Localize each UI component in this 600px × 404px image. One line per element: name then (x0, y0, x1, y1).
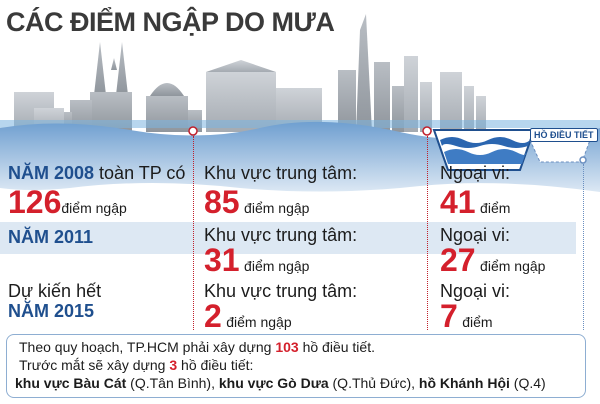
row-2008-heading: NĂM 2008 toàn TP có (8, 163, 185, 184)
row-2015-center-value: 2 (204, 298, 222, 334)
note-line-1: Theo quy hoạch, TP.HCM phải xây dựng 103… (19, 339, 375, 355)
note-line-1-pre: Theo quy hoạch, TP.HCM phải xây dựng (19, 339, 276, 355)
row-2008-center-label: Khu vực trung tâm: (204, 163, 358, 183)
lake-tag: HỒ ĐIỀU TIẾT (530, 128, 598, 142)
row-2011-year: NĂM 2011 (8, 227, 94, 247)
note-line-1-num: 103 (275, 339, 299, 355)
note-loc-2: khu vực Gò Dưa (218, 375, 329, 391)
center-marker-icon (188, 126, 198, 136)
row-2011-outer: 27 điểm ngập (440, 244, 545, 276)
row-2011-center-label: Khu vực trung tâm: (204, 225, 358, 245)
row-2015-year: NĂM 2015 (8, 301, 95, 321)
row-2015-outer-label: Ngoại vi: (440, 281, 511, 301)
note-loc-3-detail: (Q.4) (509, 375, 546, 391)
note-line-3: khu vực Bàu Cát (Q.Tân Bình), khu vực Gò… (15, 375, 546, 391)
row-2008-center: 85 điểm ngập (204, 186, 309, 218)
row-2015-outer-unit: điểm (462, 314, 493, 330)
note-line-2: Trước mắt sẽ xây dựng 3 hồ điều tiết: (19, 357, 253, 373)
row-2011-center-value: 31 (204, 242, 240, 278)
row-band-2011 (0, 222, 576, 254)
row-2011-outer-label: Ngoại vi: (440, 225, 511, 245)
row-2015-center: 2 điểm ngập (204, 300, 292, 332)
outer-divider (427, 136, 428, 330)
row-2008-center-unit: điểm ngập (244, 200, 310, 216)
note-line-1-post: hồ điều tiết. (298, 339, 375, 355)
row-2008-total-value: 126 (8, 184, 62, 220)
center-divider (193, 136, 194, 330)
row-2008-outer-unit: điểm (480, 200, 511, 216)
row-2015-outer: 7 điểm (440, 300, 493, 332)
lake-divider (583, 164, 584, 330)
row-2008-center-value: 85 (204, 184, 240, 220)
skyscraper-icon (338, 14, 404, 132)
row-2008-suffix: toàn TP có (94, 163, 186, 183)
note-line-2-post: hồ điều tiết: (177, 357, 254, 373)
row-2015-intro: Dự kiến hết (8, 281, 102, 301)
note-line-2-pre: Trước mắt sẽ xây dựng (19, 357, 170, 373)
row-2008-outer: 41 điểm (440, 186, 510, 218)
outer-marker-icon (422, 126, 432, 136)
row-2011-outer-value: 27 (440, 242, 476, 278)
row-2008-outer-value: 41 (440, 184, 476, 220)
cathedral-icon (60, 42, 132, 132)
note-line-2-num: 3 (169, 357, 178, 373)
row-2011-center: 31 điểm ngập (204, 244, 309, 276)
row-2015-outer-value: 7 (440, 298, 458, 334)
page-title: CÁC ĐIỂM NGẬP DO MƯA (6, 7, 335, 37)
row-2008-total: 126điểm ngập (8, 186, 127, 218)
lake-marker-icon (579, 156, 587, 164)
note-loc-3: hồ Khánh Hội (418, 375, 510, 391)
row-2008-year: NĂM 2008 (8, 163, 95, 183)
row-2011-center-unit: điểm ngập (244, 258, 310, 274)
towers-icon (404, 56, 486, 132)
row-2008-outer-label: Ngoại vi: (440, 163, 511, 183)
note-loc-1-detail: (Q.Tân Bình), (126, 375, 219, 391)
retention-lake-icon (432, 129, 591, 171)
row-2011-outer-unit: điểm ngập (480, 258, 546, 274)
plan-note: Theo quy hoạch, TP.HCM phải xây dựng 103… (6, 334, 586, 398)
row-2015-center-unit: điểm ngập (226, 314, 292, 330)
note-loc-2-detail: (Q.Thủ Đức), (328, 375, 419, 391)
row-2015-center-label: Khu vực trung tâm: (204, 281, 358, 301)
row-2008-total-unit: điểm ngập (61, 200, 127, 216)
note-loc-1: khu vực Bàu Cát (15, 375, 127, 391)
